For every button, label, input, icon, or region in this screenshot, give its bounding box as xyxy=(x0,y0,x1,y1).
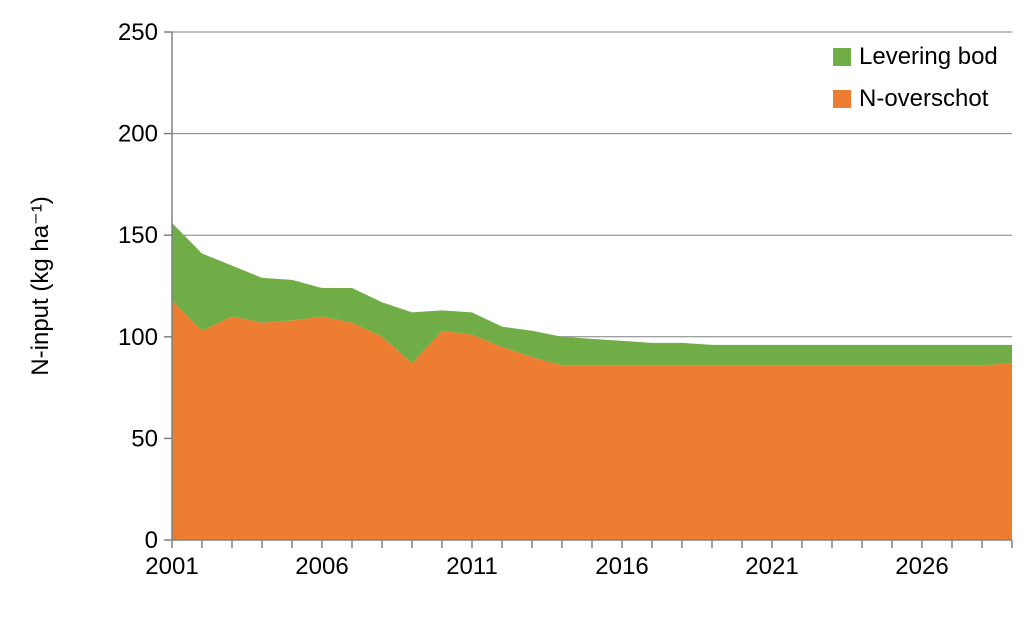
legend-label: N-overschot xyxy=(859,85,989,112)
legend-swatch xyxy=(833,90,851,108)
legend-label: Levering bod xyxy=(859,43,998,70)
y-axis-label: N-input (kg ha⁻¹) xyxy=(27,196,54,375)
x-tick-label: 2006 xyxy=(295,553,348,580)
x-tick-label: 2001 xyxy=(145,553,198,580)
y-tick-label: 150 xyxy=(118,222,158,249)
x-tick-label: 2021 xyxy=(745,553,798,580)
x-tick-label: 2016 xyxy=(595,553,648,580)
x-tick-label: 2011 xyxy=(446,553,498,580)
y-tick-label: 200 xyxy=(118,121,158,148)
legend-swatch xyxy=(833,48,851,66)
y-tick-label: 100 xyxy=(118,324,158,351)
area-chart: 0 50 100 150 200 250 2001 2006 2011 2016 2021 2026 N… xyxy=(0,0,1024,624)
y-tick-label: 250 xyxy=(118,19,158,46)
chart-container: 0 50 100 150 200 250 2001 2006 2011 2016 2021 2026 N… xyxy=(0,0,1024,624)
y-tick-label: 0 xyxy=(145,527,158,554)
y-tick-label: 50 xyxy=(131,425,158,452)
x-tick-label: 2026 xyxy=(895,553,948,580)
